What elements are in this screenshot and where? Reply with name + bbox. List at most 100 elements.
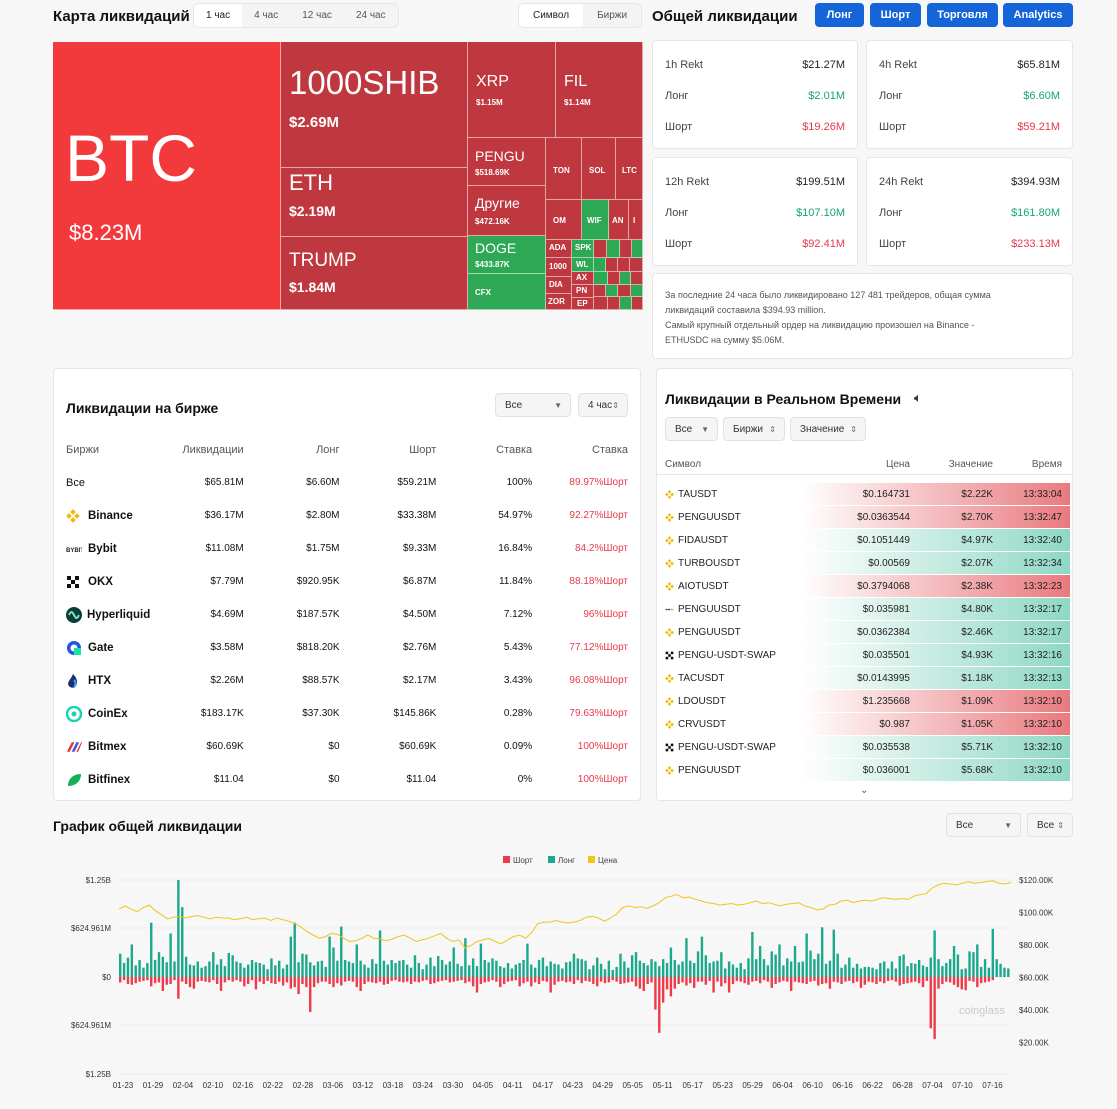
- tile-pn[interactable]: PN: [572, 285, 594, 298]
- short-bar[interactable]: [305, 977, 308, 988]
- short-bar[interactable]: [751, 977, 754, 982]
- long-bar[interactable]: [433, 966, 436, 977]
- short-bar[interactable]: [231, 977, 234, 982]
- long-bar[interactable]: [491, 958, 494, 977]
- long-bar[interactable]: [568, 961, 572, 977]
- long-bar[interactable]: [177, 880, 180, 977]
- long-bar[interactable]: [724, 968, 727, 977]
- tile-small[interactable]: [594, 297, 608, 310]
- long-bar[interactable]: [421, 969, 424, 977]
- short-bar[interactable]: [976, 977, 979, 988]
- long-bar[interactable]: [212, 952, 215, 977]
- tile-dia[interactable]: DIA: [546, 277, 572, 294]
- short-bar[interactable]: [929, 977, 932, 1029]
- short-bar[interactable]: [778, 977, 781, 983]
- short-bar[interactable]: [879, 977, 882, 982]
- long-bar[interactable]: [696, 951, 700, 977]
- short-bar[interactable]: [758, 977, 762, 984]
- short-bar[interactable]: [541, 977, 545, 981]
- short-bar[interactable]: [324, 977, 327, 982]
- short-bar[interactable]: [611, 977, 614, 981]
- long-bar[interactable]: [658, 966, 661, 977]
- short-bar[interactable]: [634, 977, 638, 987]
- long-bar[interactable]: [766, 965, 770, 977]
- long-bar[interactable]: [774, 954, 777, 978]
- short-bar[interactable]: [615, 977, 618, 982]
- analytics-button[interactable]: Analytics: [1003, 3, 1073, 27]
- realtime-row[interactable]: PENGUUSDT $0.0363544 $2.70K 13:32:47: [657, 506, 1070, 528]
- long-bar[interactable]: [611, 970, 614, 977]
- long-bar[interactable]: [223, 966, 227, 977]
- short-bar[interactable]: [669, 977, 673, 997]
- long-bar[interactable]: [665, 963, 669, 977]
- short-bar[interactable]: [475, 977, 479, 993]
- tile-an[interactable]: AN: [609, 200, 629, 240]
- tile-ep[interactable]: EP: [572, 298, 594, 310]
- short-bar[interactable]: [429, 977, 432, 984]
- long-bar[interactable]: [786, 958, 789, 977]
- short-bar[interactable]: [460, 977, 463, 981]
- long-bar[interactable]: [533, 967, 537, 977]
- long-bar[interactable]: [565, 962, 568, 977]
- long-bar[interactable]: [817, 953, 820, 977]
- tab-4h[interactable]: 4 час: [254, 10, 279, 21]
- short-bar[interactable]: [588, 977, 591, 982]
- long-bar[interactable]: [627, 967, 630, 977]
- long-bar[interactable]: [557, 964, 560, 977]
- short-bar[interactable]: [836, 977, 839, 983]
- short-bar[interactable]: [809, 977, 812, 982]
- short-bar[interactable]: [274, 977, 277, 984]
- tile-small[interactable]: [630, 258, 643, 272]
- short-bar[interactable]: [363, 977, 366, 984]
- short-bar[interactable]: [549, 977, 552, 993]
- long-bar[interactable]: [270, 958, 273, 977]
- short-bar[interactable]: [522, 977, 525, 984]
- short-bar[interactable]: [266, 977, 269, 981]
- short-bar[interactable]: [367, 977, 370, 982]
- long-bar[interactable]: [219, 959, 223, 977]
- tile-doge[interactable]: DOGE $433.87K: [468, 236, 546, 274]
- long-bar[interactable]: [343, 959, 347, 977]
- exchange-filter-select[interactable]: Все ▼: [495, 393, 571, 417]
- tile-small[interactable]: [631, 272, 643, 285]
- short-bar[interactable]: [681, 977, 684, 983]
- long-bar[interactable]: [382, 960, 386, 977]
- short-bar[interactable]: [278, 977, 281, 982]
- long-bar[interactable]: [623, 961, 626, 977]
- short-bar[interactable]: [394, 977, 397, 981]
- long-bar[interactable]: [797, 962, 801, 977]
- short-bar[interactable]: [561, 977, 564, 981]
- tile-small[interactable]: [618, 258, 630, 272]
- long-bar[interactable]: [898, 956, 901, 977]
- long-bar[interactable]: [801, 961, 804, 977]
- long-bar[interactable]: [301, 953, 304, 977]
- short-bar[interactable]: [316, 977, 320, 984]
- short-bar[interactable]: [704, 977, 708, 985]
- short-button[interactable]: Шорт: [870, 3, 921, 27]
- exchange-row[interactable]: CoinEx $183.17K $37.30K $145.86K 0.28% 7…: [66, 697, 628, 730]
- long-bar[interactable]: [770, 951, 773, 977]
- short-bar[interactable]: [673, 977, 676, 989]
- long-bar[interactable]: [751, 931, 754, 977]
- long-bar[interactable]: [235, 961, 238, 977]
- short-bar[interactable]: [119, 977, 122, 983]
- realtime-row[interactable]: PENGUUSDT $0.035981 $4.80K 13:32:17: [657, 598, 1070, 620]
- short-bar[interactable]: [405, 977, 409, 982]
- long-bar[interactable]: [394, 963, 397, 977]
- tile-small[interactable]: [620, 240, 632, 258]
- tile-btc[interactable]: BTC $8.23M: [53, 42, 281, 310]
- long-bar[interactable]: [820, 927, 824, 977]
- long-bar[interactable]: [328, 936, 331, 977]
- long-bar[interactable]: [312, 965, 316, 977]
- short-bar[interactable]: [941, 977, 944, 984]
- long-bar[interactable]: [910, 963, 913, 977]
- short-bar[interactable]: [122, 977, 126, 981]
- long-bar[interactable]: [607, 960, 611, 977]
- short-bar[interactable]: [440, 977, 444, 981]
- long-bar[interactable]: [619, 953, 622, 977]
- short-bar[interactable]: [786, 977, 789, 982]
- long-bar[interactable]: [258, 963, 262, 977]
- long-bar[interactable]: [952, 945, 956, 977]
- tile-ton[interactable]: TON: [546, 138, 582, 200]
- short-bar[interactable]: [196, 977, 199, 982]
